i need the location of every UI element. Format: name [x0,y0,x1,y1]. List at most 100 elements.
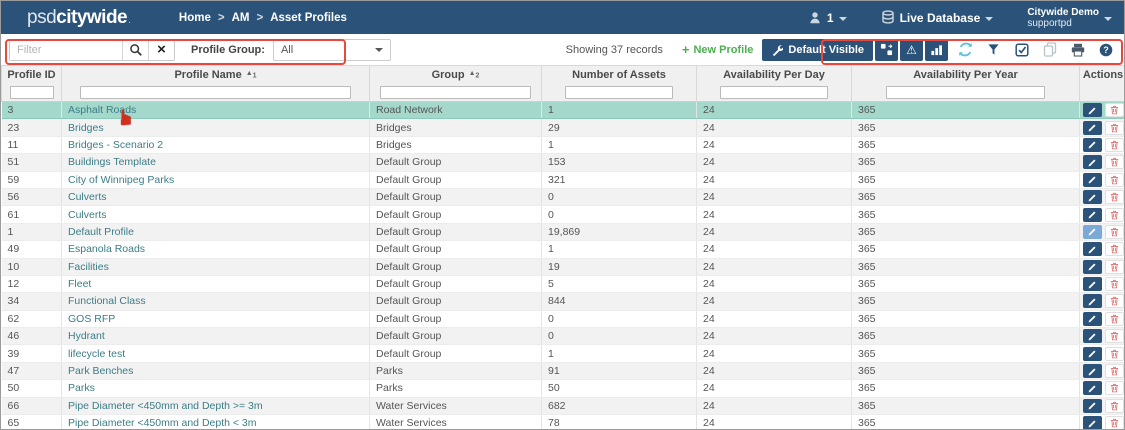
table-row[interactable]: 59 City of Winnipeg Parks Default Group … [1,171,1124,189]
copy-button[interactable] [1039,39,1060,61]
cell-profile-name[interactable]: Buildings Template [61,153,370,172]
cell-profile-name[interactable]: Default Profile [61,223,370,242]
table-row[interactable]: 39 lifecycle test Default Group 1 24 365 [1,344,1124,363]
default-visible-button[interactable]: Default Visible [762,38,873,61]
edit-button[interactable] [1082,120,1102,135]
cell-profile-name[interactable]: Culverts [61,188,370,207]
column-header-profile-name[interactable]: Profile Name ▲1 [61,65,370,84]
edit-button[interactable] [1082,224,1102,239]
edit-button[interactable] [1082,259,1102,274]
table-row[interactable]: 51 Buildings Template Default Group 153 … [1,153,1124,172]
table-row[interactable]: 23 Bridges Bridges 29 24 365 [1,118,1124,137]
search-button[interactable] [122,39,148,60]
delete-button[interactable] [1104,294,1124,309]
help-button[interactable]: ? [1095,39,1116,61]
edit-button[interactable] [1082,311,1102,326]
table-row[interactable]: 34 Functional Class Default Group 844 24… [1,292,1124,311]
cell-profile-name[interactable]: Facilities [61,258,370,276]
delete-button[interactable] [1104,207,1124,222]
cell-profile-name[interactable]: Pipe Diameter <450mm and Depth < 3m [61,414,370,429]
delete-button[interactable] [1104,381,1124,396]
cell-profile-name[interactable]: lifecycle test [61,344,370,363]
app-logo[interactable]: psd citywide. [27,7,131,29]
table-row[interactable]: 46 Hydrant Default Group 0 24 365 [1,327,1124,346]
table-row[interactable]: 1 Default Profile Default Group 19,869 2… [1,223,1124,242]
delete-button[interactable] [1104,224,1124,239]
column-header-group[interactable]: Group ▲2 [369,65,542,84]
cell-profile-name[interactable]: Hydrant [61,327,370,346]
delete-button[interactable] [1104,364,1124,379]
column-header-number-of-assets[interactable]: Number of Assets [541,65,697,84]
refresh-button[interactable] [955,39,976,61]
edit-button[interactable] [1082,137,1102,152]
edit-button[interactable] [1082,103,1102,118]
profile-group-select[interactable]: All [272,38,391,61]
cell-profile-name[interactable]: City of Winnipeg Parks [61,171,370,189]
filter-input[interactable] [10,39,122,60]
availability-per-day-filter-input[interactable] [720,85,828,99]
delete-button[interactable] [1104,311,1124,326]
edit-button[interactable] [1082,398,1102,413]
table-row[interactable]: 11 Bridges - Scenario 2 Bridges 1 24 365 [1,136,1124,155]
delete-button[interactable] [1104,103,1124,118]
cell-profile-name[interactable]: Bridges [61,118,370,137]
delete-button[interactable] [1104,242,1124,257]
cell-profile-name[interactable]: Fleet [61,275,370,294]
table-row[interactable]: 3 Asphalt Roads Road Network 1 24 365 [1,101,1124,120]
risk-warning-button[interactable]: ⚠ [900,38,923,61]
notifications-menu[interactable]: 1 [808,11,847,25]
cell-profile-name[interactable]: Asphalt Roads [61,101,370,120]
clear-filter-button[interactable]: × [148,39,174,60]
delete-button[interactable] [1104,120,1124,135]
profile-name-filter-input[interactable] [80,85,351,99]
cell-profile-name[interactable]: Espanola Roads [61,240,370,259]
cell-profile-name[interactable]: Culverts [61,205,370,224]
table-row[interactable]: 50 Parks Parks 50 24 365 [1,379,1124,398]
edit-button[interactable] [1082,277,1102,292]
delete-button[interactable] [1104,416,1124,429]
delete-button[interactable] [1104,172,1124,187]
table-row[interactable]: 10 Facilities Default Group 19 24 365 [1,258,1124,276]
cell-profile-name[interactable]: Park Benches [61,362,370,381]
profile-id-filter-input[interactable] [9,85,54,99]
edit-button[interactable] [1082,172,1102,187]
print-button[interactable] [1067,39,1088,61]
edit-button[interactable] [1082,155,1102,170]
user-menu[interactable]: Citywide Demo supportpd [1027,7,1112,29]
table-row[interactable]: 61 Culverts Default Group 0 24 365 [1,205,1124,224]
cell-profile-name[interactable]: Bridges - Scenario 2 [61,136,370,155]
cell-profile-name[interactable]: GOS RFP [61,310,370,329]
delete-button[interactable] [1104,329,1124,344]
table-row[interactable]: 65 Pipe Diameter <450mm and Depth < 3m W… [1,414,1124,429]
new-profile-button[interactable]: + New Profile [672,38,763,61]
delete-button[interactable] [1104,137,1124,152]
cell-profile-name[interactable]: Parks [61,379,370,398]
delete-button[interactable] [1104,190,1124,205]
select-visible-button[interactable] [1011,39,1032,61]
table-row[interactable]: 66 Pipe Diameter <450mm and Depth >= 3m … [1,397,1124,416]
table-row[interactable]: 47 Park Benches Parks 91 24 365 [1,362,1124,381]
delete-button[interactable] [1104,346,1124,361]
edit-button[interactable] [1082,364,1102,379]
analysis-button[interactable] [925,38,948,61]
edit-button[interactable] [1082,416,1102,429]
cell-profile-name[interactable]: Functional Class [61,292,370,311]
table-row[interactable]: 56 Culverts Default Group 0 24 365 [1,188,1124,207]
edit-button[interactable] [1082,294,1102,309]
availability-per-year-filter-input[interactable] [886,85,1045,99]
breadcrumb-am[interactable]: AM [231,11,250,24]
table-row[interactable]: 62 GOS RFP Default Group 0 24 365 [1,310,1124,329]
delete-button[interactable] [1104,259,1124,274]
edit-button[interactable] [1082,190,1102,205]
delete-button[interactable] [1104,277,1124,292]
number-of-assets-filter-input[interactable] [565,85,673,99]
edit-button[interactable] [1082,346,1102,361]
column-filter-button[interactable] [983,39,1004,61]
delete-button[interactable] [1104,155,1124,170]
edit-button[interactable] [1082,381,1102,396]
database-menu[interactable]: Live Database [881,10,994,25]
transfer-button[interactable] [875,38,898,61]
column-header-availability-per-year[interactable]: Availability Per Year [851,65,1080,84]
edit-button[interactable] [1082,242,1102,257]
breadcrumb-home[interactable]: Home [178,11,211,24]
